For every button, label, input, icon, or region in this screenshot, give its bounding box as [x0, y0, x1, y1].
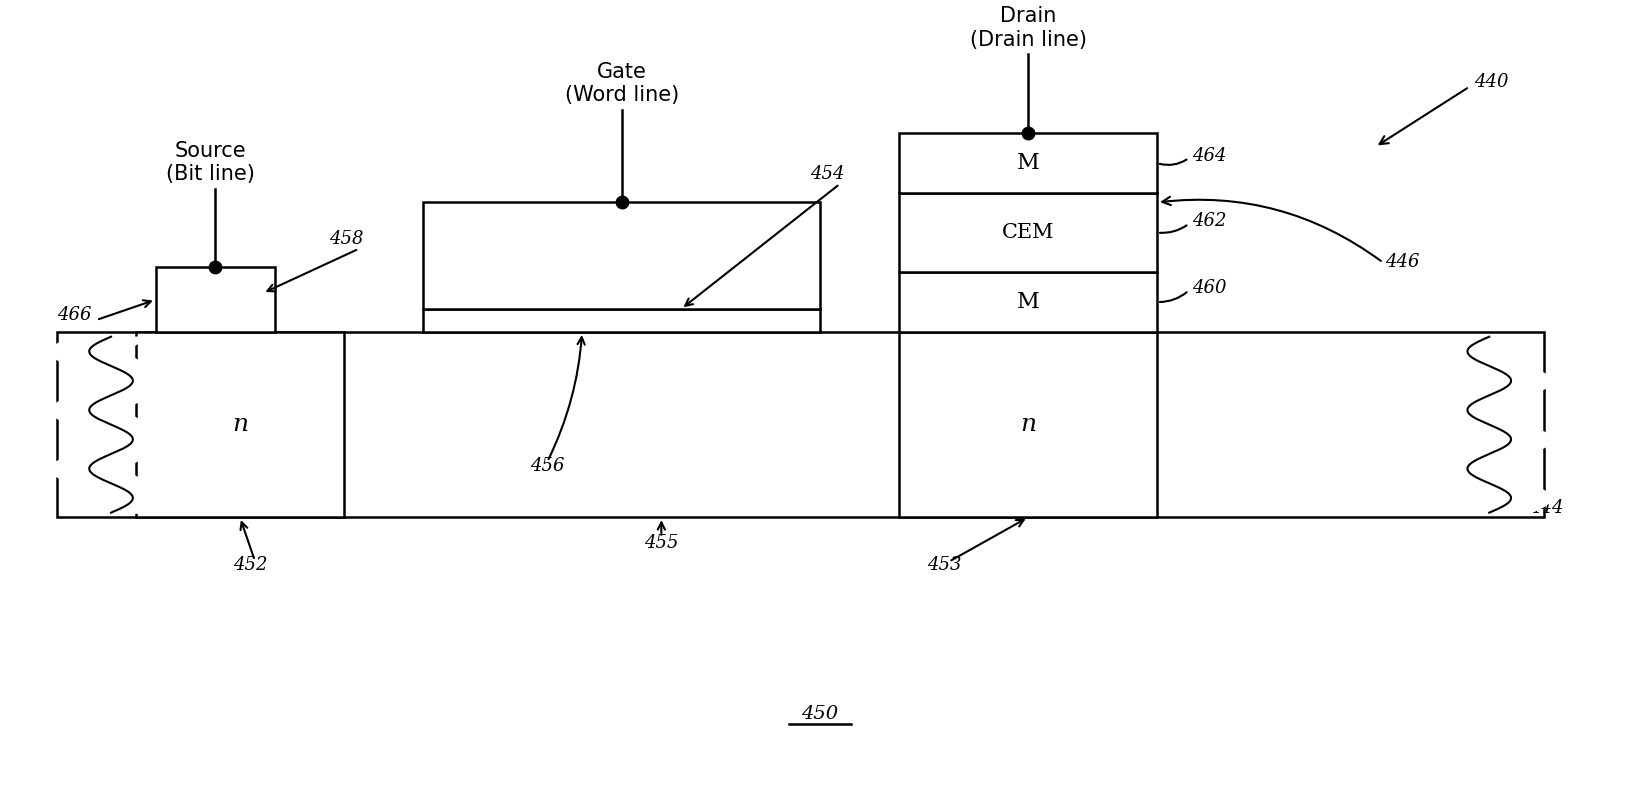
Text: 462: 462	[1192, 212, 1227, 229]
Text: n: n	[1020, 413, 1037, 436]
Bar	[136, 332, 344, 517]
Text: 456: 456	[531, 457, 565, 475]
Bar	[423, 309, 821, 332]
Text: 454: 454	[811, 165, 845, 184]
Text: 453: 453	[927, 556, 962, 574]
Text: 464: 464	[1192, 147, 1227, 164]
Text: M: M	[1017, 152, 1040, 174]
Bar	[899, 332, 1156, 517]
Bar	[156, 267, 275, 332]
Text: M: M	[1017, 291, 1040, 313]
Text: 444: 444	[1528, 499, 1563, 516]
Text: n: n	[233, 413, 247, 436]
Text: Drain
(Drain line): Drain (Drain line)	[970, 6, 1086, 50]
Bar	[899, 193, 1156, 272]
Text: 450: 450	[801, 706, 839, 723]
Bar	[57, 332, 1543, 517]
Text: CEM: CEM	[1002, 223, 1055, 242]
Text: Source
(Bit line): Source (Bit line)	[165, 140, 254, 184]
Text: 452: 452	[233, 556, 267, 574]
Bar	[899, 272, 1156, 332]
Text: Gate
(Word line): Gate (Word line)	[565, 62, 678, 105]
Text: 440: 440	[1474, 73, 1509, 91]
Text: 455: 455	[644, 534, 678, 552]
Bar	[423, 202, 821, 309]
Text: 466: 466	[57, 306, 92, 324]
Bar	[899, 133, 1156, 193]
Text: 446: 446	[1386, 253, 1420, 271]
Text: 460: 460	[1192, 279, 1227, 298]
Text: 458: 458	[329, 230, 364, 248]
